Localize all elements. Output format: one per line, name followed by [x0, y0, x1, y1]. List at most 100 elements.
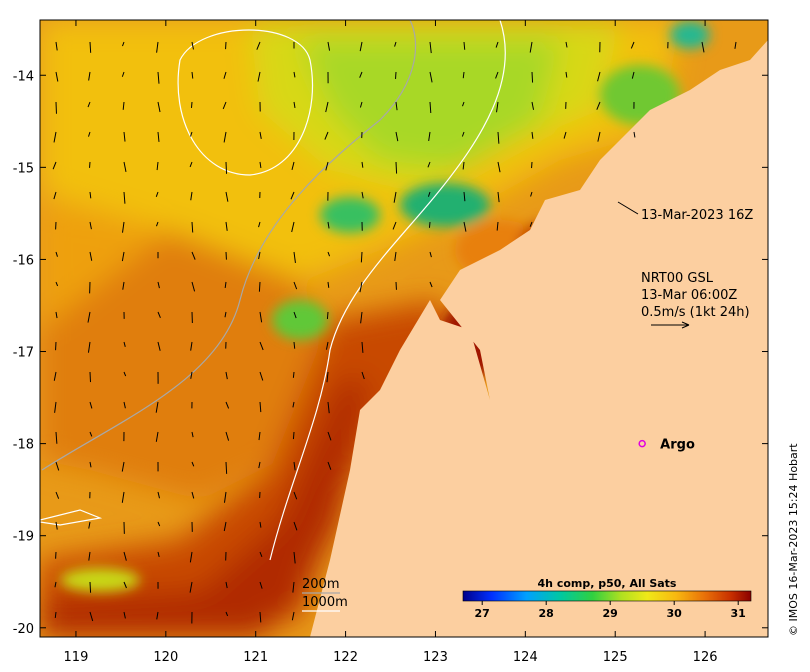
current-vector — [225, 611, 229, 617]
current-vector — [394, 41, 397, 47]
current-vector — [191, 431, 194, 438]
current-vector — [121, 491, 125, 503]
current-vector — [734, 41, 737, 49]
isobath-1000m-west — [40, 509, 103, 526]
current-vector — [393, 191, 397, 203]
current-vector — [157, 521, 161, 527]
current-vector — [701, 41, 705, 53]
current-vector — [259, 341, 264, 351]
x-tick-label: 119 — [64, 650, 89, 665]
current-vector — [55, 311, 58, 319]
y-tick-label: -19 — [13, 530, 34, 545]
current-vector — [429, 101, 432, 114]
current-vector — [259, 521, 262, 528]
current-vector — [89, 191, 92, 199]
current-vector — [326, 371, 329, 383]
current-vector — [157, 551, 160, 558]
x-tick-label: 120 — [153, 650, 178, 665]
credit-label: © IMOS 16-Mar-2023 15:24 Hobart — [787, 443, 800, 636]
current-vector — [529, 221, 533, 227]
current-vector — [155, 431, 159, 442]
current-vector — [462, 71, 465, 79]
current-vector — [122, 221, 125, 233]
current-vector — [258, 281, 261, 292]
current-vector — [327, 251, 331, 257]
current-vector — [327, 431, 332, 441]
current-vector — [157, 311, 161, 319]
current-vector — [122, 101, 125, 110]
isobath-200m-line — [41, 20, 417, 471]
current-vector — [360, 251, 363, 263]
current-vector — [89, 221, 92, 230]
current-vector — [392, 221, 397, 230]
current-vector — [87, 311, 91, 323]
current-vector — [291, 611, 295, 621]
current-vector — [324, 131, 329, 140]
current-vector — [89, 431, 93, 437]
current-vector — [123, 191, 126, 204]
x-tick-label: 123 — [423, 650, 448, 665]
current-vector — [225, 371, 228, 380]
current-vector — [189, 161, 193, 168]
current-vector — [123, 401, 126, 409]
current-vector — [123, 581, 127, 589]
x-tick-label: 122 — [333, 650, 358, 665]
current-vector — [123, 341, 126, 347]
current-vector — [359, 71, 363, 78]
current-vector — [428, 131, 431, 142]
current-vector — [190, 341, 193, 351]
current-vector — [293, 521, 298, 531]
current-vector — [224, 281, 227, 289]
y-tick-label: -15 — [13, 161, 34, 176]
colorbar-title: 4h comp, p50, All Sats — [538, 577, 677, 590]
current-vector — [429, 71, 433, 83]
current-vector — [191, 41, 194, 50]
current-vector — [293, 551, 296, 564]
current-vector — [630, 41, 635, 49]
current-vector — [497, 161, 501, 173]
current-vector — [461, 131, 465, 137]
current-vector — [121, 461, 125, 472]
current-vector — [223, 71, 227, 79]
current-vector — [123, 161, 127, 172]
current-vector — [88, 551, 91, 561]
current-vector — [191, 221, 194, 233]
current-vector — [157, 131, 160, 142]
x-tick-label: 125 — [603, 650, 628, 665]
current-vector — [427, 161, 431, 168]
current-vector — [87, 101, 91, 108]
current-vector — [55, 521, 58, 530]
current-vector — [121, 251, 125, 262]
isobath-1000m-label: 1000m — [302, 595, 348, 610]
current-source-label: NRT00 GSL — [641, 271, 714, 286]
current-vector — [89, 41, 92, 53]
argo-marker — [638, 439, 646, 448]
current-vector — [123, 131, 126, 142]
current-vector — [222, 101, 227, 110]
y-tick-label: -20 — [13, 622, 34, 637]
current-vector — [293, 311, 297, 319]
current-vector — [225, 161, 228, 174]
isobath-1000m-line — [269, 20, 506, 561]
colorbar-tick-label: 30 — [667, 607, 683, 620]
current-vector — [87, 341, 91, 353]
current-vector — [54, 611, 57, 618]
current-vector — [293, 341, 296, 349]
timestamp-leader — [617, 201, 639, 215]
current-vector — [55, 281, 59, 287]
current-vector — [259, 551, 263, 558]
current-vector — [327, 401, 330, 414]
current-vector — [53, 371, 57, 381]
current-vector — [429, 251, 432, 258]
current-vector — [496, 101, 499, 113]
current-vector — [293, 101, 296, 109]
current-vector — [54, 401, 57, 413]
current-vector — [495, 41, 499, 48]
current-vector — [293, 461, 296, 471]
current-vector — [225, 581, 228, 589]
current-vector — [292, 581, 295, 593]
current-vector — [633, 131, 636, 138]
current-vector — [359, 101, 363, 108]
x-tick-label: 126 — [693, 650, 718, 665]
